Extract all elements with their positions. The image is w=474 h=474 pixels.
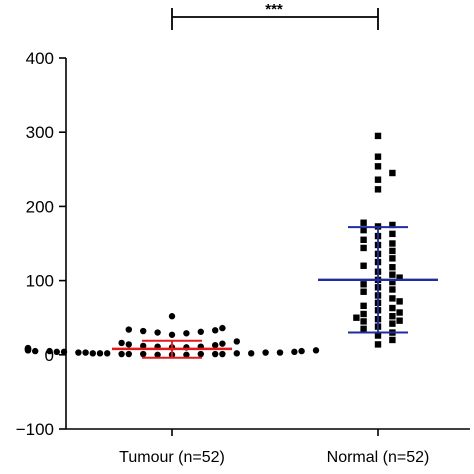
data-point-square bbox=[374, 153, 382, 160]
data-point-square bbox=[360, 281, 367, 288]
data-point-circle bbox=[219, 350, 226, 358]
data-point-square bbox=[396, 298, 403, 305]
data-point-circle bbox=[168, 331, 176, 338]
data-point-circle bbox=[140, 342, 147, 350]
y-tick-label: 0 bbox=[45, 346, 54, 365]
data-point-circle bbox=[248, 350, 255, 357]
significance-bracket bbox=[171, 8, 379, 30]
data-point-square bbox=[360, 302, 367, 310]
data-point-circle bbox=[312, 347, 320, 354]
data-point-circle bbox=[197, 328, 204, 335]
data-point-circle bbox=[32, 347, 39, 355]
data-point-square bbox=[389, 169, 396, 177]
data-point-square bbox=[374, 186, 382, 193]
x-category-label: Tumour (n=52) bbox=[119, 449, 225, 466]
data-point-square bbox=[389, 264, 396, 271]
data-point-square bbox=[374, 163, 382, 170]
y-tick-label: 300 bbox=[26, 123, 54, 142]
data-point-circle bbox=[154, 351, 161, 358]
data-point-circle bbox=[183, 330, 190, 337]
data-point-square bbox=[389, 336, 396, 344]
data-point-square bbox=[360, 244, 367, 252]
data-point-circle bbox=[46, 347, 53, 355]
data-point-square bbox=[360, 226, 367, 234]
data-point-circle bbox=[96, 350, 104, 357]
data-point-circle bbox=[104, 350, 111, 357]
data-point-square bbox=[389, 320, 396, 327]
data-point-square bbox=[396, 317, 403, 324]
data-point-square bbox=[389, 286, 396, 293]
data-point-square bbox=[396, 309, 403, 316]
data-point-square bbox=[389, 230, 396, 238]
x-category-label: Normal (n=52) bbox=[327, 449, 430, 466]
data-point-square bbox=[374, 132, 382, 140]
data-point-square bbox=[374, 332, 382, 339]
data-point-square bbox=[389, 255, 396, 262]
y-tick-label: 100 bbox=[26, 272, 54, 291]
data-point-square bbox=[360, 236, 367, 243]
axes bbox=[65, 58, 470, 430]
data-point-circle bbox=[89, 350, 97, 357]
data-point-circle bbox=[154, 329, 161, 336]
data-point-square bbox=[389, 247, 396, 255]
data-point-circle bbox=[118, 350, 125, 358]
data-point-circle bbox=[168, 313, 176, 320]
data-point-circle bbox=[24, 344, 32, 352]
data-point-circle bbox=[262, 349, 269, 356]
data-point-square bbox=[360, 310, 367, 318]
data-point-circle bbox=[212, 327, 219, 334]
data-point-circle bbox=[233, 338, 240, 345]
data-point-circle bbox=[233, 350, 240, 357]
data-points bbox=[24, 132, 403, 358]
data-point-circle bbox=[125, 350, 132, 358]
data-point-circle bbox=[60, 348, 68, 356]
data-point-circle bbox=[53, 348, 60, 356]
y-tick-label: −100 bbox=[16, 420, 54, 439]
data-point-circle bbox=[118, 339, 125, 347]
data-point-square bbox=[389, 295, 396, 302]
data-point-circle bbox=[212, 350, 219, 358]
data-point-circle bbox=[212, 341, 219, 349]
data-point-circle bbox=[183, 351, 190, 358]
data-point-square bbox=[389, 240, 396, 247]
data-point-circle bbox=[298, 347, 305, 355]
data-point-circle bbox=[276, 349, 284, 356]
data-point-square bbox=[389, 304, 396, 312]
data-point-square bbox=[360, 325, 367, 333]
data-point-square bbox=[360, 262, 367, 269]
data-point-circle bbox=[140, 327, 147, 335]
data-point-square bbox=[360, 318, 367, 325]
mean-sd-bars bbox=[112, 226, 438, 359]
data-point-circle bbox=[82, 349, 89, 356]
data-point-square bbox=[360, 288, 367, 295]
data-point-circle bbox=[125, 341, 132, 348]
data-point-square bbox=[389, 278, 396, 286]
data-point-square bbox=[389, 271, 396, 278]
data-point-square bbox=[353, 314, 360, 321]
y-tick-label: 400 bbox=[26, 49, 54, 68]
data-point-square bbox=[360, 219, 367, 226]
data-point-square bbox=[374, 176, 382, 183]
data-point-square bbox=[389, 221, 396, 229]
data-point-circle bbox=[75, 349, 82, 356]
y-axis-ticks: −100 0 100 200 300 400 Tumour (n=52) Normal (n=… bbox=[16, 49, 430, 466]
data-point-circle bbox=[291, 348, 298, 356]
data-point-circle bbox=[140, 350, 147, 358]
data-point-circle bbox=[219, 324, 226, 332]
y-tick-label: 200 bbox=[26, 197, 54, 216]
data-point-circle bbox=[125, 326, 132, 333]
data-point-square bbox=[396, 274, 403, 281]
data-point-circle bbox=[219, 340, 226, 347]
data-point-circle bbox=[197, 350, 204, 358]
data-point-square bbox=[374, 341, 382, 348]
data-point-square bbox=[389, 313, 396, 320]
significance-label: *** bbox=[265, 1, 283, 18]
